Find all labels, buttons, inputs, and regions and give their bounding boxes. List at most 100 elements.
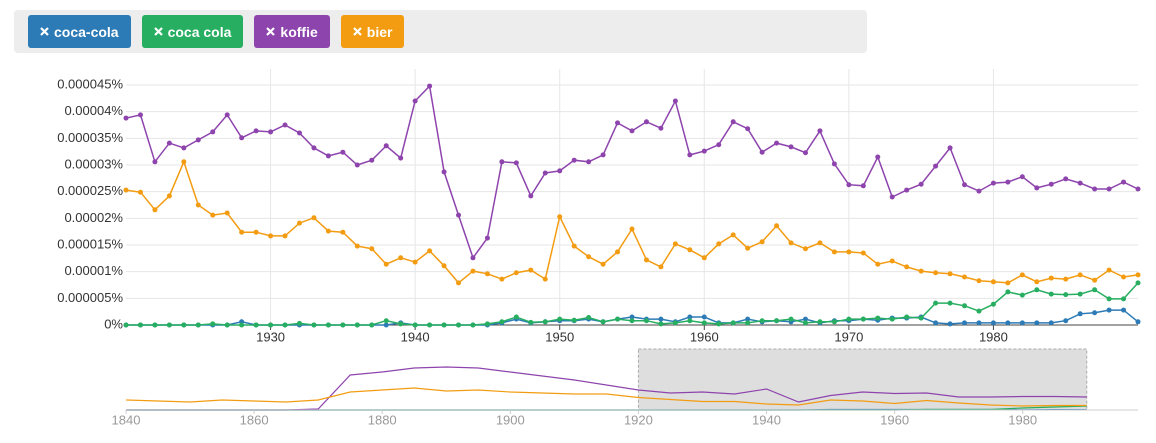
data-point (499, 276, 505, 282)
data-point (383, 318, 389, 324)
data-point (528, 267, 534, 273)
term-button[interactable]: bier (340, 15, 405, 48)
data-point (210, 129, 216, 135)
data-point (831, 161, 837, 167)
data-point (137, 322, 143, 328)
data-point (933, 320, 939, 326)
data-point (1121, 307, 1127, 313)
data-point (976, 308, 982, 314)
data-point (774, 318, 780, 324)
data-point (137, 112, 143, 118)
term-button[interactable]: koffie (254, 15, 330, 48)
data-point (701, 148, 707, 154)
data-point (629, 314, 635, 320)
data-point (224, 322, 230, 328)
data-point (1034, 287, 1040, 293)
data-point (224, 210, 230, 216)
data-point (586, 315, 592, 321)
data-point (658, 264, 664, 270)
data-point (658, 321, 664, 327)
data-point (296, 130, 302, 136)
data-point (904, 187, 910, 193)
data-point (383, 322, 389, 328)
data-point (1135, 272, 1141, 278)
data-point (513, 314, 519, 320)
data-point (1077, 311, 1083, 317)
data-point (1092, 310, 1098, 316)
data-point (933, 300, 939, 306)
y-tick-label: 0.000005% (57, 290, 123, 305)
data-point (282, 233, 288, 239)
data-point (441, 169, 447, 175)
data-point (962, 303, 968, 309)
data-point (542, 276, 548, 282)
data-point (889, 258, 895, 264)
data-point (166, 193, 172, 199)
data-point (629, 318, 635, 324)
y-tick-label: 0.000045% (57, 76, 123, 91)
data-point (586, 254, 592, 260)
data-point (1121, 179, 1127, 185)
data-point (701, 314, 707, 320)
data-point (268, 129, 274, 135)
data-point (239, 322, 245, 328)
data-point (672, 241, 678, 247)
data-point (759, 149, 765, 155)
data-point (1005, 280, 1011, 286)
data-point (181, 145, 187, 151)
term-bar: coca-cola coca cola koffie bier (14, 10, 867, 53)
data-point (962, 274, 968, 280)
data-point (976, 320, 982, 326)
data-point (904, 314, 910, 320)
data-point (600, 152, 606, 158)
x-tick-label: 1960 (690, 329, 719, 344)
data-point (513, 160, 519, 166)
data-point (586, 159, 592, 165)
data-point (716, 321, 722, 327)
data-point (831, 319, 837, 325)
data-point (817, 319, 823, 325)
data-point (1034, 320, 1040, 326)
data-point (1135, 280, 1141, 286)
term-button[interactable]: coca cola (141, 15, 244, 48)
data-point (933, 270, 939, 276)
data-point (1063, 318, 1069, 324)
data-point (1063, 276, 1069, 282)
data-point (860, 183, 866, 189)
data-point (860, 250, 866, 256)
data-point (282, 322, 288, 328)
data-point (629, 226, 635, 232)
data-point (470, 268, 476, 274)
data-point (268, 233, 274, 239)
data-point (325, 228, 331, 234)
y-tick-label: 0.000015% (57, 236, 123, 251)
remove-icon (266, 27, 276, 36)
data-point (990, 301, 996, 307)
data-point (615, 316, 621, 322)
data-point (658, 125, 664, 131)
data-point (1092, 186, 1098, 192)
term-button[interactable]: coca-cola (28, 15, 131, 48)
data-point (672, 98, 678, 104)
data-point (571, 317, 577, 323)
selection-window (637, 348, 1088, 411)
data-point (672, 320, 678, 326)
data-point (846, 249, 852, 255)
data-point (1048, 181, 1054, 187)
data-point (340, 149, 346, 155)
data-point (311, 145, 317, 151)
data-point (600, 319, 606, 325)
data-point (441, 263, 447, 269)
remove-icon (153, 27, 163, 36)
data-point (658, 316, 664, 322)
data-point (1005, 289, 1011, 295)
data-point (730, 232, 736, 238)
x-tick-label: 1940 (401, 329, 430, 344)
data-point (687, 318, 693, 324)
data-point (846, 182, 852, 188)
data-point (947, 300, 953, 306)
remove-icon (40, 27, 49, 36)
data-point (1005, 320, 1011, 326)
